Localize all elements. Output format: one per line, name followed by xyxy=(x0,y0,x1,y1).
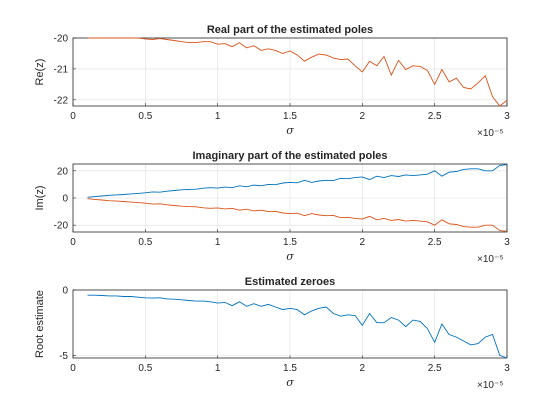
chart-title: Estimated zeroes xyxy=(245,276,335,288)
x-tick-label: 2.5 xyxy=(428,111,442,122)
x-exponent-label: ×10⁻⁵ xyxy=(477,254,503,265)
y-axis-label: Im(z) xyxy=(34,185,46,210)
series-line-2 xyxy=(87,198,508,232)
y-tick-label: -21 xyxy=(54,64,69,75)
x-tick-label: 3 xyxy=(504,363,510,374)
series-layer xyxy=(87,37,508,107)
y-tick-labels: 20 0 -20 xyxy=(54,166,69,231)
x-tick-label: 0 xyxy=(70,111,76,122)
x-tick-label: 0 xyxy=(70,237,76,248)
plot-frame xyxy=(72,37,508,107)
y-tick-label: 0 xyxy=(62,194,68,205)
series-line-1 xyxy=(87,37,508,107)
x-tick-label: 1.5 xyxy=(283,111,297,122)
x-tick-labels: 0 0.5 1 1.5 2 2.5 3 xyxy=(70,237,510,248)
x-tick-label: 2.5 xyxy=(428,363,442,374)
x-tick-label: 0.5 xyxy=(138,363,152,374)
plot-frame xyxy=(72,289,508,359)
x-exponent-label: ×10⁻⁵ xyxy=(477,380,503,391)
chart-title: Imaginary part of the estimated poles xyxy=(193,150,388,162)
y-tick-label: -5 xyxy=(59,351,68,362)
x-tick-label: 2 xyxy=(360,111,366,122)
series-line-1 xyxy=(87,164,508,198)
x-tick-label: 2 xyxy=(360,363,366,374)
x-axis-label: σ xyxy=(286,250,294,263)
x-tick-label: 3 xyxy=(504,237,510,248)
y-tick-labels: -20 -21 -22 xyxy=(54,34,69,107)
x-tick-label: 1.5 xyxy=(283,363,297,374)
x-tick-label: 2 xyxy=(360,237,366,248)
subplot-imag-poles: 0 0.5 1 1.5 2 2.5 3 200-20 Imaginary part of t… xyxy=(34,150,510,265)
x-tick-labels: 0 0.5 1 1.5 2 2.5 3 xyxy=(70,363,510,374)
y-tick-label: -22 xyxy=(54,95,69,106)
y-tick-label: -20 xyxy=(54,34,69,45)
x-exponent-label: ×10⁻⁵ xyxy=(477,128,503,139)
subplot-zeroes: 0 0.5 1 1.5 2 2.5 3 0-5 Estimated zeroes σ Roo… xyxy=(34,276,510,391)
y-tick-label: 20 xyxy=(57,166,69,177)
x-tick-label: 1 xyxy=(215,363,221,374)
x-axis-label: σ xyxy=(286,376,294,389)
chart-title: Real part of the estimated poles xyxy=(207,24,373,36)
x-axis-label: σ xyxy=(286,124,294,137)
x-tick-label: 0.5 xyxy=(138,111,152,122)
x-tick-label: 0.5 xyxy=(138,237,152,248)
series-line-1 xyxy=(87,294,508,359)
x-tick-label: 1 xyxy=(215,111,221,122)
y-tick-label: 0 xyxy=(62,286,68,297)
x-tick-label: 1 xyxy=(215,237,221,248)
x-tick-label: 0 xyxy=(70,363,76,374)
subplot-real-poles: 0 0.5 1 1.5 2 2.5 3 -20 -21 -22 Real part of the… xyxy=(34,24,510,139)
y-axis-label: Re(z) xyxy=(34,59,46,86)
series-layer xyxy=(87,294,508,359)
y-axis-label: Root estimate xyxy=(34,290,46,358)
y-tick-labels: 0 -5 xyxy=(59,286,68,362)
y-tick-label: -20 xyxy=(54,221,69,232)
series-layer xyxy=(87,164,508,232)
x-tick-labels: 0 0.5 1 1.5 2 2.5 3 xyxy=(70,111,510,122)
plot-frame xyxy=(72,163,508,233)
x-tick-label: 1.5 xyxy=(283,237,297,248)
x-tick-label: 2.5 xyxy=(428,237,442,248)
x-tick-label: 3 xyxy=(504,111,510,122)
